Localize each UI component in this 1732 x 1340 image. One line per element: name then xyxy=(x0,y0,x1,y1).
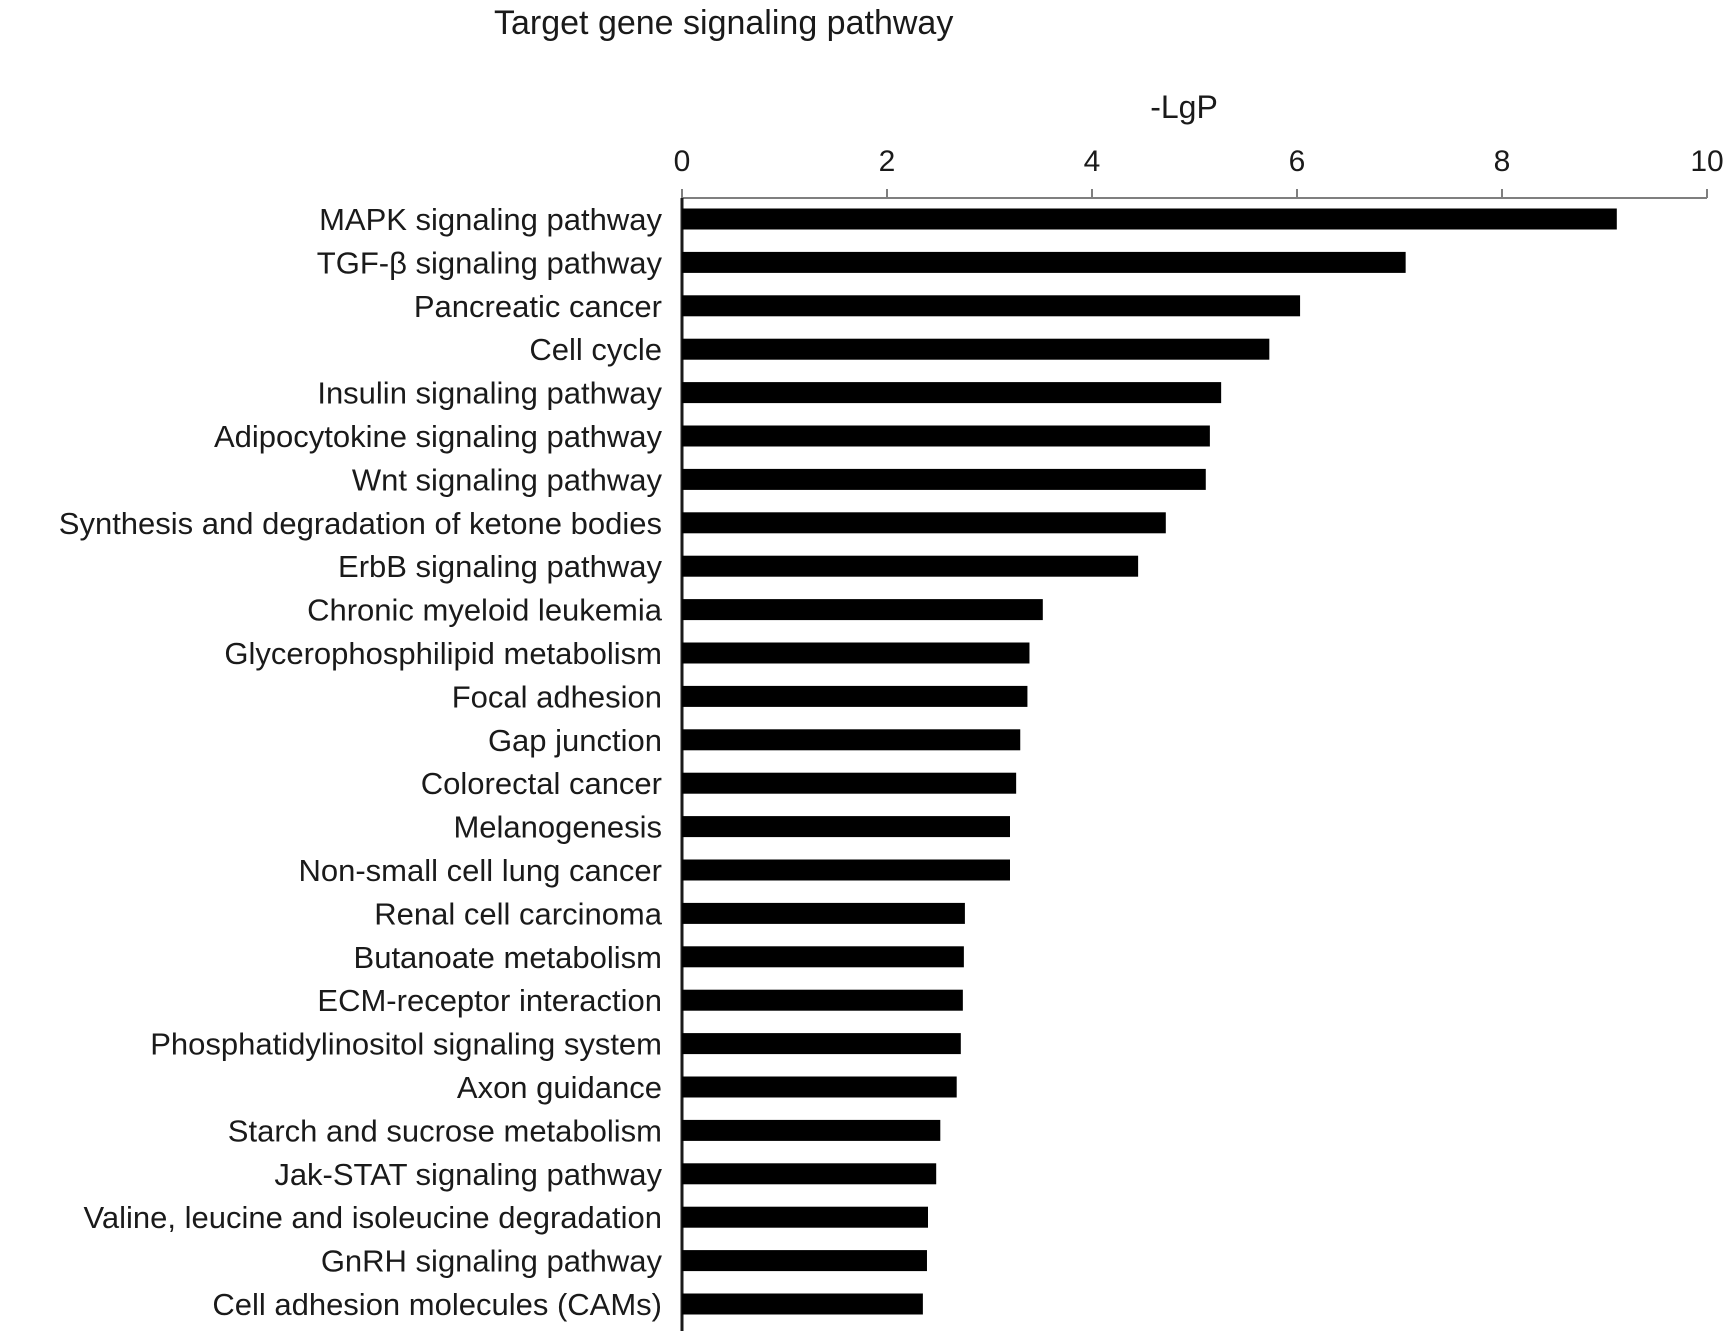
category-label: Jak-STAT signaling pathway xyxy=(274,1157,662,1192)
category-label: Chronic myeloid leukemia xyxy=(307,593,663,628)
bar xyxy=(682,382,1222,404)
category-label: Cell cycle xyxy=(529,332,662,367)
bar xyxy=(682,1206,928,1228)
bar xyxy=(682,1119,941,1141)
bar xyxy=(682,729,1021,751)
category-label: Butanoate metabolism xyxy=(354,940,662,975)
category-label: Synthesis and degradation of ketone bodi… xyxy=(59,506,662,541)
bar xyxy=(682,1033,961,1055)
category-label: TGF-β signaling pathway xyxy=(317,245,663,280)
category-label: Cell adhesion molecules (CAMs) xyxy=(212,1287,662,1322)
category-label: Insulin signaling pathway xyxy=(317,376,662,411)
category-label: Glycerophosphilipid metabolism xyxy=(224,636,662,671)
x-tick-label: 4 xyxy=(1084,145,1101,178)
category-label: Pancreatic cancer xyxy=(414,289,662,324)
bar xyxy=(682,425,1210,447)
bar xyxy=(682,1293,923,1315)
bar xyxy=(682,989,963,1011)
bar xyxy=(682,468,1206,490)
bar xyxy=(682,902,965,924)
bar xyxy=(682,1163,937,1185)
x-tick-label: 8 xyxy=(1494,145,1511,178)
bar xyxy=(682,685,1028,707)
bar xyxy=(682,946,964,968)
category-label: MAPK signaling pathway xyxy=(319,202,662,237)
bar xyxy=(682,816,1010,838)
category-label: Valine, leucine and isoleucine degradati… xyxy=(83,1200,662,1235)
x-tick-label: 2 xyxy=(879,145,896,178)
x-tick-label: 6 xyxy=(1289,145,1306,178)
bar xyxy=(682,1076,957,1098)
x-tick-label: 0 xyxy=(674,145,691,178)
category-label: Starch and sucrose metabolism xyxy=(228,1113,662,1148)
bar xyxy=(682,208,1617,230)
category-label: Non-small cell lung cancer xyxy=(298,853,662,888)
category-label: ECM-receptor interaction xyxy=(317,983,662,1018)
category-label: Wnt signaling pathway xyxy=(352,462,663,497)
bar xyxy=(682,642,1030,664)
bar xyxy=(682,295,1301,317)
bar xyxy=(682,251,1406,273)
category-label: ErbB signaling pathway xyxy=(338,549,662,584)
bar xyxy=(682,772,1017,794)
category-label: GnRH signaling pathway xyxy=(321,1244,663,1279)
category-label: Phosphatidylinositol signaling system xyxy=(150,1027,662,1062)
x-axis-label: -LgP xyxy=(1150,89,1218,125)
category-label: Adipocytokine signaling pathway xyxy=(214,419,663,454)
category-label: Gap junction xyxy=(488,723,662,758)
category-label: Focal adhesion xyxy=(452,679,662,714)
bar xyxy=(682,512,1166,534)
bar xyxy=(682,859,1010,881)
chart-title: Target gene signaling pathway xyxy=(494,4,954,42)
category-label: Colorectal cancer xyxy=(421,766,662,801)
category-label: Melanogenesis xyxy=(453,810,662,845)
category-label: Renal cell carcinoma xyxy=(374,896,662,931)
x-tick-label: 10 xyxy=(1690,145,1723,178)
bar xyxy=(682,555,1139,577)
category-label: Axon guidance xyxy=(457,1070,662,1105)
bar xyxy=(682,599,1043,621)
bar xyxy=(682,1250,927,1272)
bar xyxy=(682,338,1270,360)
